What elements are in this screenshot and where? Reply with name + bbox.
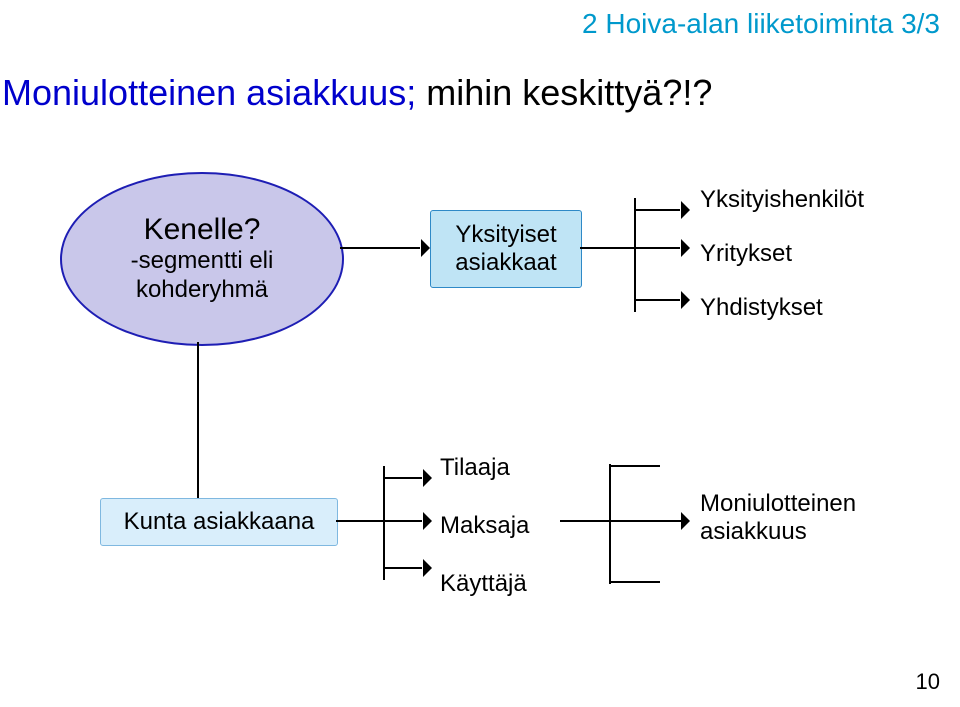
box1-line1: Yksityiset	[455, 221, 556, 248]
node-kunta-asiakkaana: Kunta asiakkaana	[100, 498, 338, 546]
node-kenelle-ellipse: Kenelle? -segmentti eli kohderyhmä	[60, 172, 344, 346]
leaf-maksaja: Maksaja	[440, 512, 529, 540]
node-yksityiset-asiakkaat: Yksityiset asiakkaat	[430, 210, 582, 288]
leaf-kayttaja: Käyttäjä	[440, 570, 527, 598]
leaf-tilaaja: Tilaaja	[440, 454, 510, 482]
leaf-yhdistykset: Yhdistykset	[700, 294, 823, 322]
section-header: 2 Hoiva-alan liiketoiminta 3/3	[582, 8, 940, 40]
leaf-yritykset: Yritykset	[700, 240, 792, 268]
ellipse-label-sub1: -segmentti eli	[131, 247, 274, 276]
box2-label: Kunta asiakkaana	[124, 508, 315, 536]
ellipse-label-main: Kenelle?	[144, 213, 261, 247]
leaf-moniulotteinen-asiakkuus: Moniulotteinen asiakkuus	[700, 490, 856, 546]
page-number: 10	[916, 669, 940, 695]
box1-line2: asiakkaat	[455, 249, 556, 276]
ellipse-label-sub2: kohderyhmä	[136, 276, 268, 305]
title-main: Moniulotteinen asiakkuus;	[2, 72, 416, 113]
result-line2: asiakkuus	[700, 518, 807, 545]
page-title: Moniulotteinen asiakkuus; mihin keskitty…	[2, 72, 712, 114]
leaf-yksityishenkilot: Yksityishenkilöt	[700, 186, 864, 214]
title-sub: mihin keskittyä?!?	[416, 72, 712, 113]
result-line1: Moniulotteinen	[700, 490, 856, 517]
